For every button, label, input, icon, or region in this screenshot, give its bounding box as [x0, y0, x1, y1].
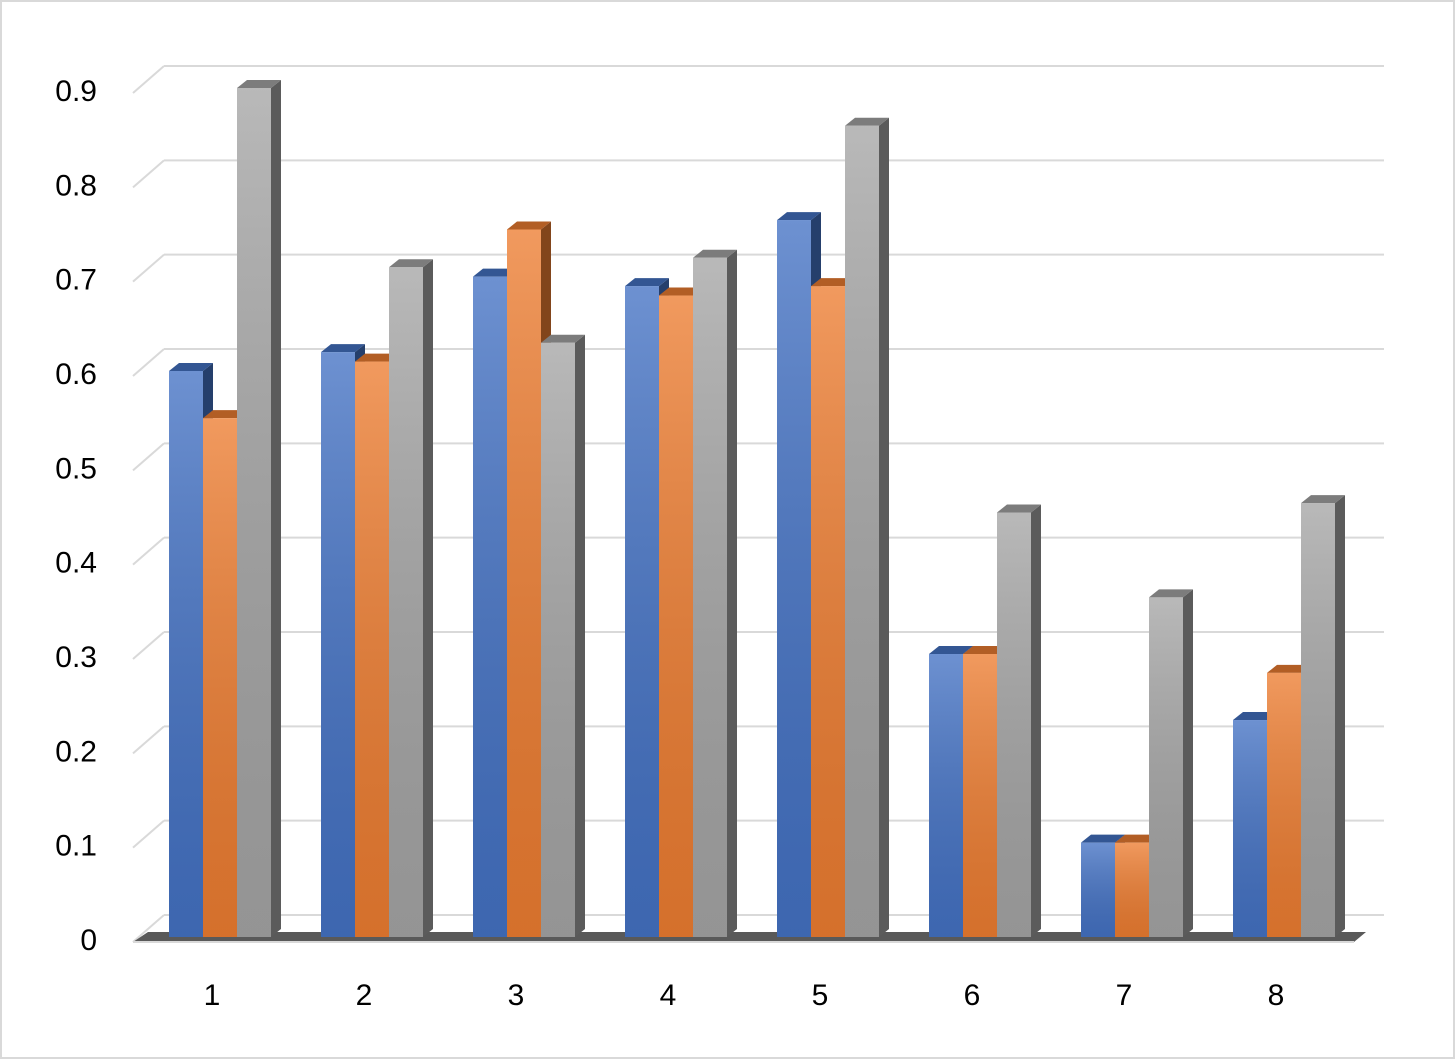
bar-shade	[203, 418, 237, 938]
x-tick-label: 3	[508, 979, 525, 1012]
x-tick-label: 1	[204, 979, 221, 1012]
bar-shade	[355, 361, 389, 938]
bar-shade	[1267, 672, 1301, 937]
bar-shade	[929, 654, 963, 937]
bar-side	[575, 334, 585, 937]
bar-shade	[811, 286, 845, 938]
bar-shade	[693, 257, 727, 937]
bar-top	[1115, 834, 1159, 843]
bar-shade	[997, 512, 1031, 937]
floor	[133, 932, 1366, 942]
bar-top	[625, 278, 669, 287]
x-tick-label: 2	[356, 979, 373, 1012]
x-tick-label: 6	[964, 979, 981, 1012]
grid-line-wall	[132, 253, 165, 283]
x-tick-label: 7	[1116, 979, 1133, 1012]
bar-side	[1183, 589, 1193, 937]
bar-top	[1149, 589, 1193, 598]
y-tick-label: 0.5	[55, 452, 97, 485]
bar-top	[541, 334, 585, 343]
bar-top	[321, 344, 365, 353]
bar-shade	[321, 352, 355, 938]
bar-top	[473, 268, 517, 277]
bar-shade	[507, 229, 541, 937]
bar-side	[423, 259, 433, 937]
bar-shade	[1081, 842, 1115, 937]
x-tick-label: 5	[812, 979, 829, 1012]
grid-line-wall	[132, 159, 165, 189]
bar-side	[1335, 495, 1345, 937]
bar-side	[271, 80, 281, 937]
y-tick-label: 0	[80, 924, 97, 957]
bar-shade	[777, 220, 811, 938]
y-tick-label: 0.3	[55, 641, 97, 674]
bar-top	[997, 504, 1041, 513]
y-tick-label: 0.9	[55, 75, 97, 108]
bar-shade	[963, 654, 997, 937]
grid-line-wall	[132, 442, 165, 472]
bar-shade	[389, 267, 423, 937]
grid-line-wall	[132, 725, 165, 755]
bar-side	[727, 249, 737, 938]
bar-top	[929, 646, 973, 654]
bar-shade	[1115, 842, 1149, 937]
grid-line-wall	[132, 536, 165, 566]
grid-line-wall	[132, 65, 165, 94]
bar-top	[1301, 495, 1345, 504]
bar-side	[1031, 504, 1041, 937]
bar-top	[507, 221, 551, 230]
bar-shade	[1233, 720, 1267, 937]
bar-top	[1267, 664, 1311, 673]
bar-top	[777, 212, 821, 221]
bar-shade	[625, 286, 659, 938]
bar-top	[1081, 834, 1125, 843]
x-tick-label: 8	[1268, 979, 1285, 1012]
bar-top	[693, 249, 737, 258]
y-tick-label: 0.7	[55, 264, 97, 297]
y-tick-label: 0.1	[55, 830, 97, 863]
grid-line-wall	[132, 914, 165, 943]
bar-top	[845, 117, 889, 126]
y-tick-label: 0.6	[55, 358, 97, 391]
bar-shade	[237, 88, 271, 937]
bar-top	[811, 278, 855, 287]
bar-shade	[1149, 597, 1183, 937]
bar-side	[879, 117, 889, 937]
grid-line-wall	[132, 348, 165, 377]
bar-shade	[845, 125, 879, 937]
y-tick-label: 0.4	[55, 547, 97, 580]
bar-shade	[169, 371, 203, 937]
bar-top	[659, 287, 703, 296]
bar-shade	[473, 276, 507, 938]
bar-shade	[659, 295, 693, 937]
bar-shade	[1301, 503, 1335, 937]
bar-top	[203, 410, 247, 419]
x-tick-label: 4	[660, 979, 677, 1012]
bar-top	[963, 646, 1007, 654]
bar-top	[355, 353, 399, 362]
grid-line-wall	[132, 819, 165, 849]
y-tick-label: 0.2	[55, 735, 97, 768]
bar-shade	[541, 342, 575, 937]
bar-top	[169, 363, 213, 371]
bar-top	[1233, 712, 1277, 721]
bar-top	[237, 80, 281, 88]
bar-top	[389, 259, 433, 268]
y-tick-label: 0.8	[55, 169, 97, 202]
grid-line-wall	[132, 631, 165, 660]
